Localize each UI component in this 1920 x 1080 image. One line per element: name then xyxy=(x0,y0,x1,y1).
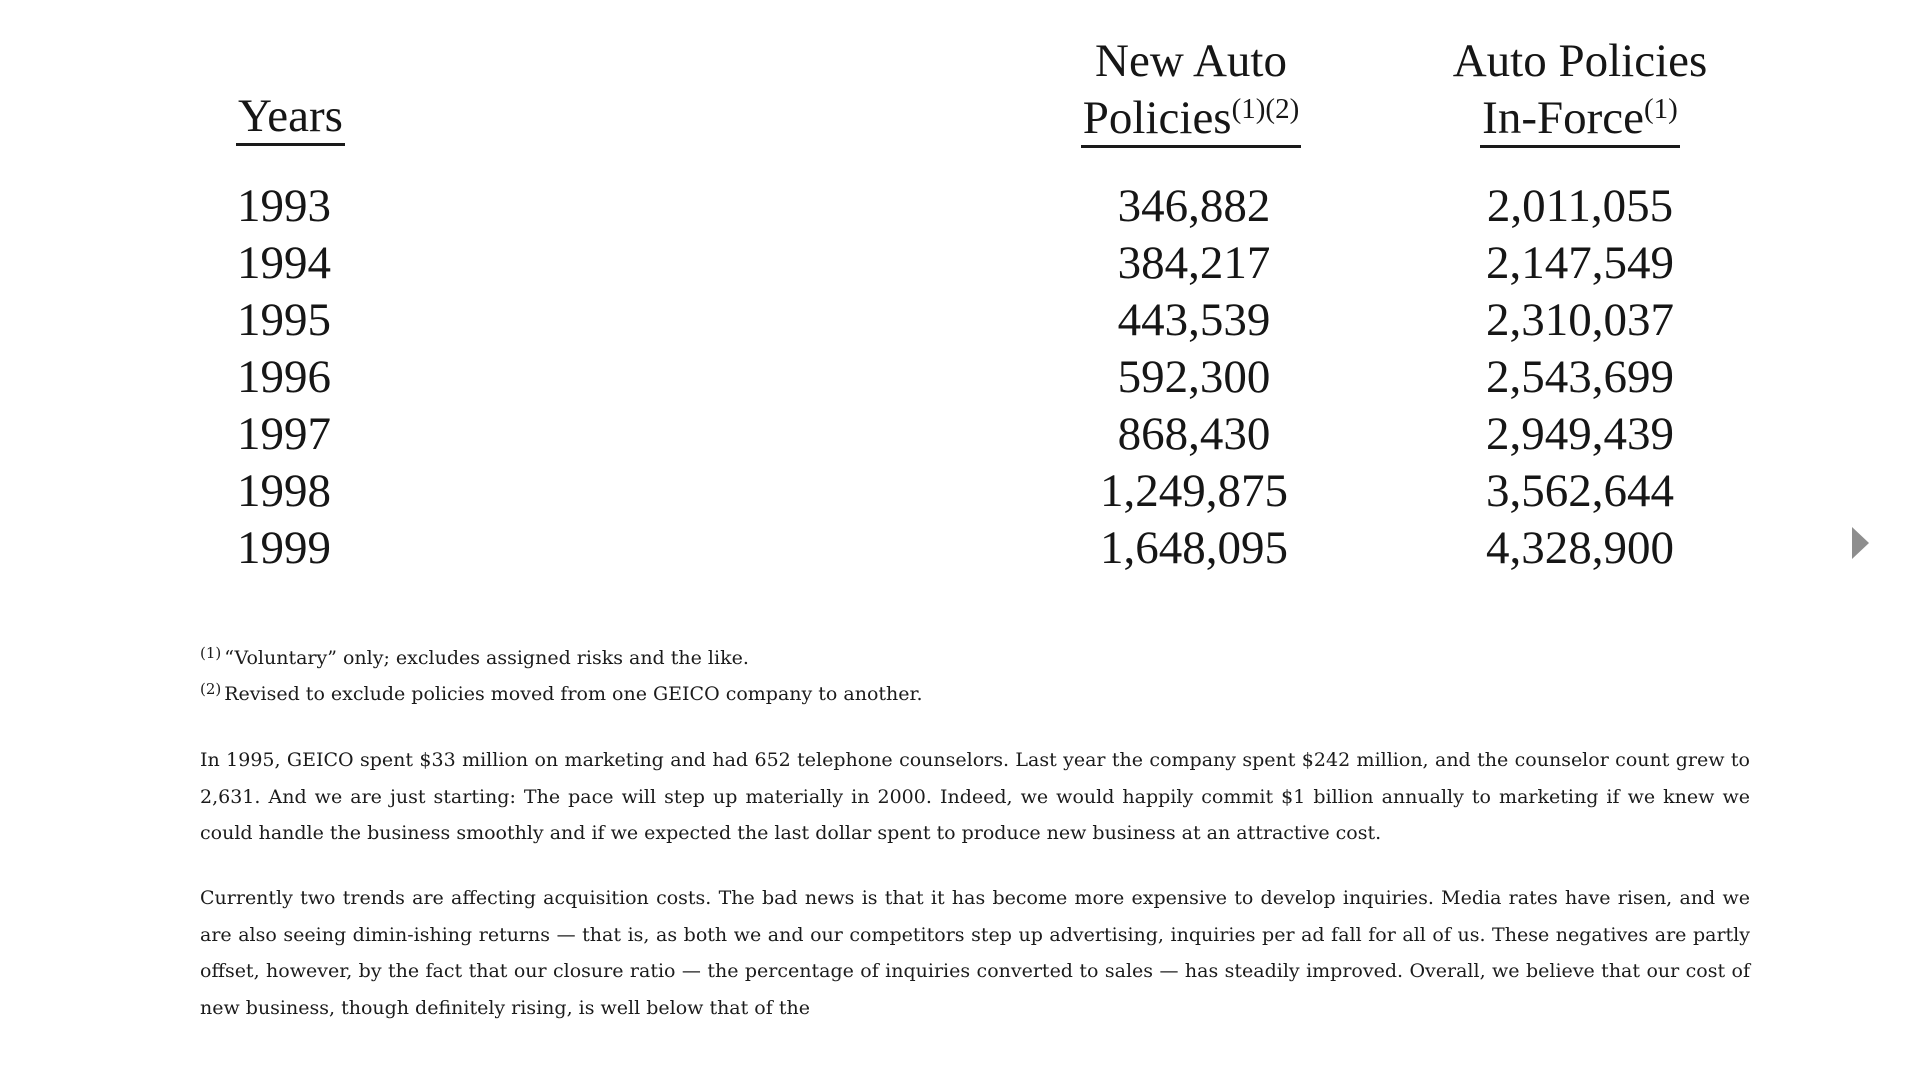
table-cell-new-auto: 1,249,875 xyxy=(1100,465,1288,517)
footnote-2: (2) Revised to exclude policies moved fro… xyxy=(200,676,1750,712)
column-auto-policies-in-force: 2,011,055 2,147,549 2,310,037 2,543,699 … xyxy=(1455,178,1705,577)
body-paragraph: In 1995, GEICO spent $33 million on mark… xyxy=(200,749,1750,844)
header-auto-policies-in-force: Auto Policies In-Force(1) xyxy=(1440,33,1720,148)
table-cell-new-auto: 384,217 xyxy=(1117,237,1271,289)
table-cell-in-force: 2,310,037 xyxy=(1486,294,1674,346)
table-cell-year: 1994 xyxy=(237,237,331,289)
table-cell-in-force: 3,562,644 xyxy=(1486,465,1674,517)
footnote-marker: (1) xyxy=(200,644,222,662)
footnote-text: “Voluntary” only; excludes assigned risk… xyxy=(224,647,749,669)
table-cell-year: 1999 xyxy=(237,522,331,574)
header-new-auto-line2-text: Policies xyxy=(1082,92,1232,144)
table-cell-new-auto: 868,430 xyxy=(1117,408,1271,460)
footnote-marker: (2) xyxy=(200,680,222,698)
header-new-auto-line1: New Auto xyxy=(1095,35,1287,87)
footnotes: (1) “Voluntary” only; excludes assigned r… xyxy=(200,640,1750,712)
table-cell-new-auto: 443,539 xyxy=(1117,294,1271,346)
table-cell-in-force: 2,543,699 xyxy=(1486,351,1674,403)
table-cell-new-auto: 346,882 xyxy=(1117,180,1271,232)
header-new-auto-policies: New Auto Policies(1)(2) xyxy=(1070,33,1312,148)
table-cell-year: 1995 xyxy=(237,294,331,346)
header-inforce-line2: In-Force(1) xyxy=(1480,91,1680,148)
column-years: 1993 1994 1995 1996 1997 1998 1999 xyxy=(237,178,331,577)
table-cell-in-force: 2,011,055 xyxy=(1486,180,1674,232)
header-inforce-line2-text: In-Force xyxy=(1482,92,1644,144)
table-cell-in-force: 2,147,549 xyxy=(1486,237,1674,289)
table-cell-year: 1993 xyxy=(237,180,331,232)
table-cell-new-auto: 592,300 xyxy=(1117,351,1271,403)
header-years: Years xyxy=(236,88,345,146)
table-cell-new-auto: 1,648,095 xyxy=(1100,522,1288,574)
table-cell-year: 1997 xyxy=(237,408,331,460)
header-years-label: Years xyxy=(236,89,345,146)
table-cell-year: 1998 xyxy=(237,465,331,517)
header-inforce-line1: Auto Policies xyxy=(1452,35,1708,87)
table-cell-in-force: 4,328,900 xyxy=(1486,522,1674,574)
header-new-auto-line2: Policies(1)(2) xyxy=(1080,91,1302,148)
column-new-auto-policies: 346,882 384,217 443,539 592,300 868,430 … xyxy=(1070,178,1318,577)
table-cell-in-force: 2,949,439 xyxy=(1486,408,1674,460)
header-new-auto-footnote-ref: (1)(2) xyxy=(1231,93,1300,125)
footnote-text: Revised to exclude policies moved from o… xyxy=(224,683,923,705)
body-paragraph: Currently two trends are affecting acqui… xyxy=(200,887,1750,1019)
policy-table: Years New Auto Policies(1)(2) Auto Polic… xyxy=(236,33,1720,577)
footnote-1: (1) “Voluntary” only; excludes assigned r… xyxy=(200,640,1750,676)
next-page-arrow-icon[interactable] xyxy=(1852,527,1869,559)
table-cell-year: 1996 xyxy=(237,351,331,403)
header-inforce-footnote-ref: (1) xyxy=(1644,93,1678,125)
